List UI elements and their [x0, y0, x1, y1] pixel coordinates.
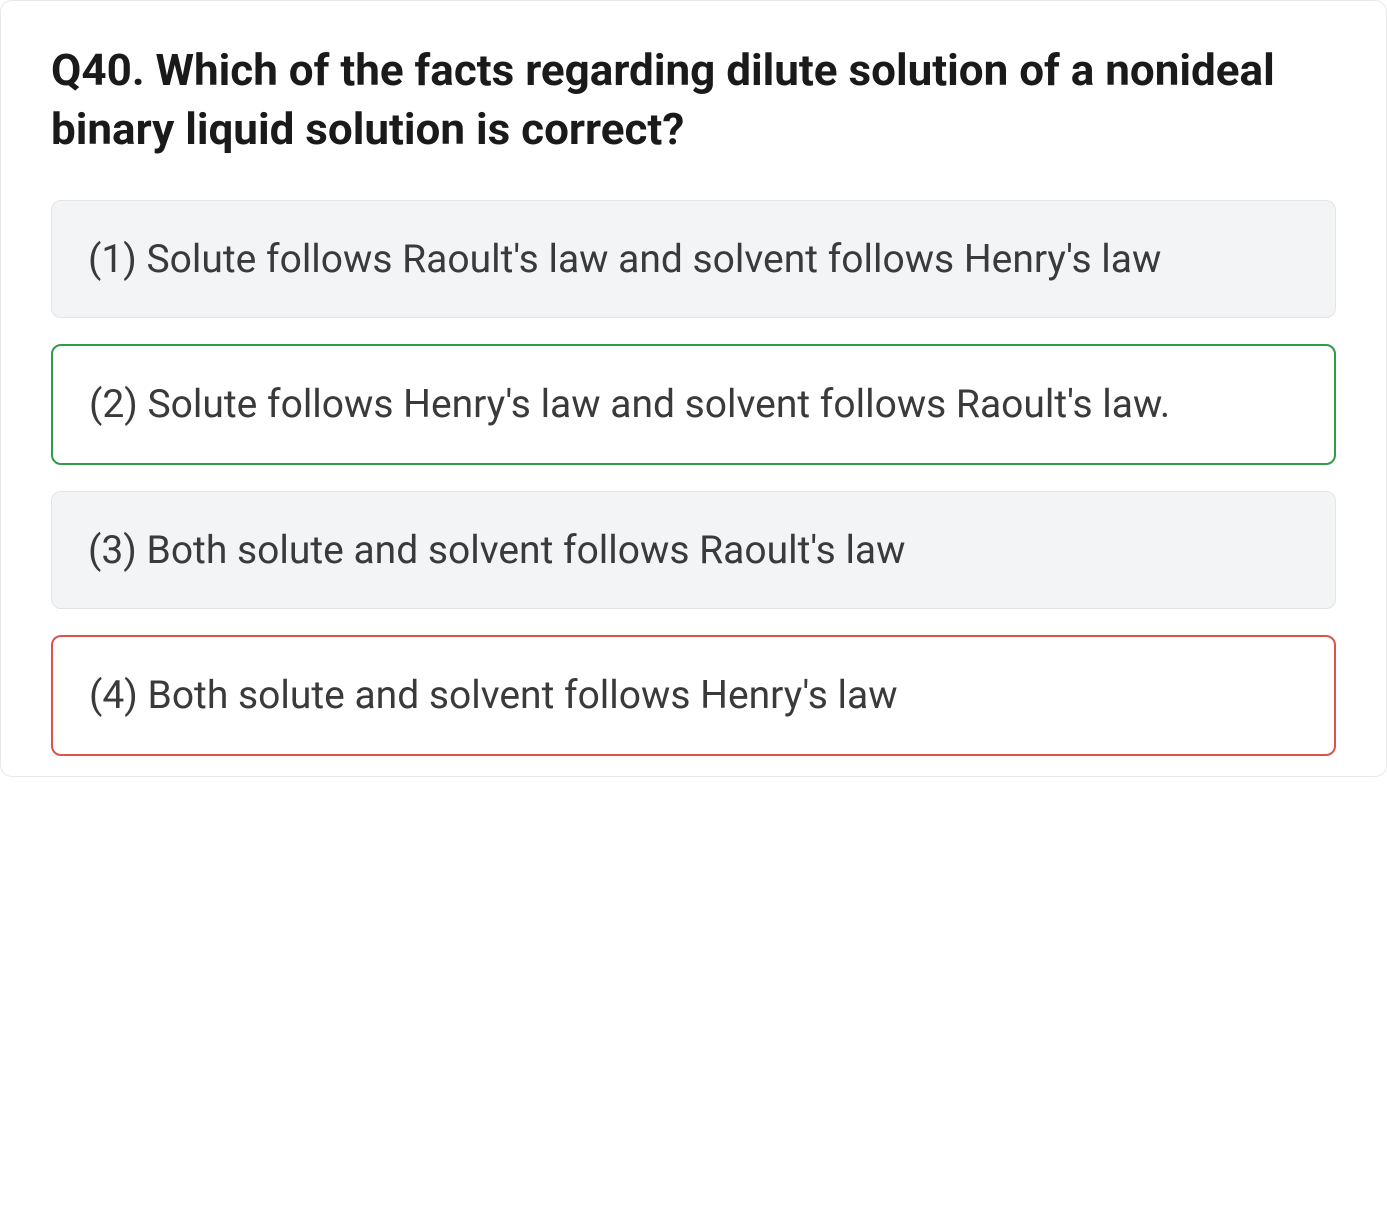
option-3[interactable]: (3) Both solute and solvent follows Raou…: [51, 491, 1336, 610]
option-2[interactable]: (2) Solute follows Henry's law and solve…: [51, 344, 1336, 465]
option-1[interactable]: (1) Solute follows Raoult's law and solv…: [51, 200, 1336, 319]
option-text: (1) Solute follows Raoult's law and solv…: [88, 236, 1161, 282]
option-text: (2) Solute follows Henry's law and solve…: [89, 381, 1170, 427]
question-title: Q40. Which of the facts regarding dilute…: [51, 41, 1336, 160]
options-container: (1) Solute follows Raoult's law and solv…: [51, 200, 1336, 756]
question-card: Q40. Which of the facts regarding dilute…: [0, 0, 1387, 777]
option-4[interactable]: (4) Both solute and solvent follows Henr…: [51, 635, 1336, 756]
option-text: (4) Both solute and solvent follows Henr…: [89, 672, 898, 718]
option-text: (3) Both solute and solvent follows Raou…: [88, 527, 905, 573]
